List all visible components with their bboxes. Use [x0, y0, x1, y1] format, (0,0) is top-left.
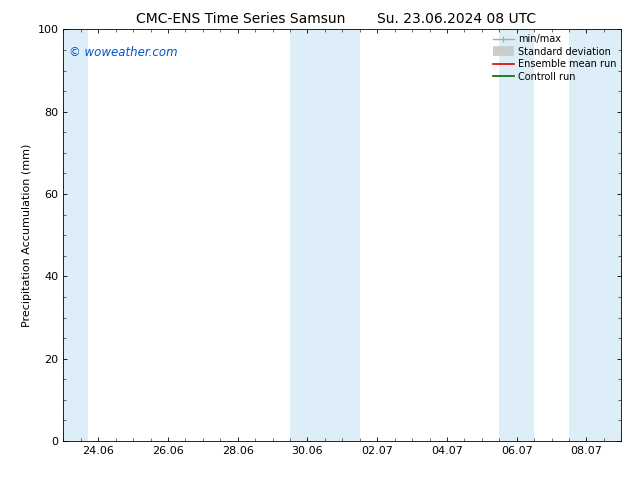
Bar [569, 29, 621, 441]
Legend: min/max, Standard deviation, Ensemble mean run, Controll run: min/max, Standard deviation, Ensemble me… [489, 31, 619, 84]
Bar [500, 29, 534, 441]
Text: © woweather.com: © woweather.com [69, 46, 178, 59]
Y-axis label: Precipitation Accumulation (mm): Precipitation Accumulation (mm) [22, 144, 32, 327]
Text: CMC-ENS Time Series Samsun: CMC-ENS Time Series Samsun [136, 12, 346, 26]
Text: Su. 23.06.2024 08 UTC: Su. 23.06.2024 08 UTC [377, 12, 536, 26]
Bar [325, 29, 359, 441]
Bar [290, 29, 325, 441]
Bar [63, 29, 87, 441]
